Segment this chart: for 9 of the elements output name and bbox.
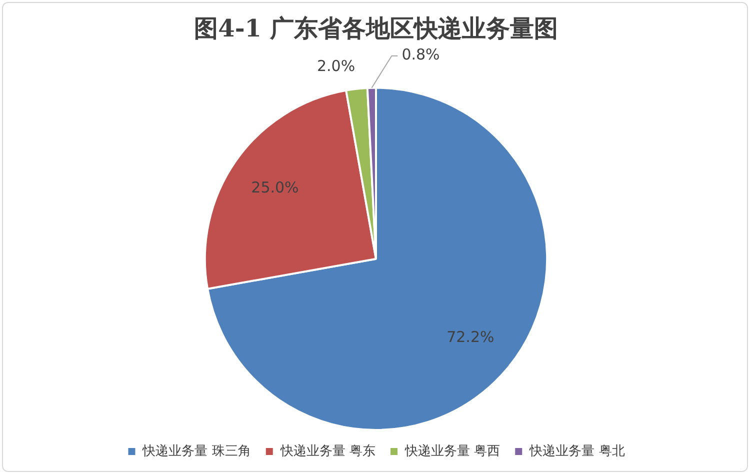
legend-label: 快递业务量 粤东 [279,444,376,459]
legend-label: 快递业务量 珠三角 [142,444,251,459]
data-label: 0.8% [402,46,440,64]
data-label: 25.0% [251,178,299,196]
legend-label: 快递业务量 粤西 [404,444,500,459]
chart-title: 图4-1 广东省各地区快递业务量图 [194,14,558,43]
data-label: 72.2% [446,328,494,346]
data-label: 2.0% [317,56,356,75]
legend-label: 快递业务量 粤北 [528,444,625,459]
